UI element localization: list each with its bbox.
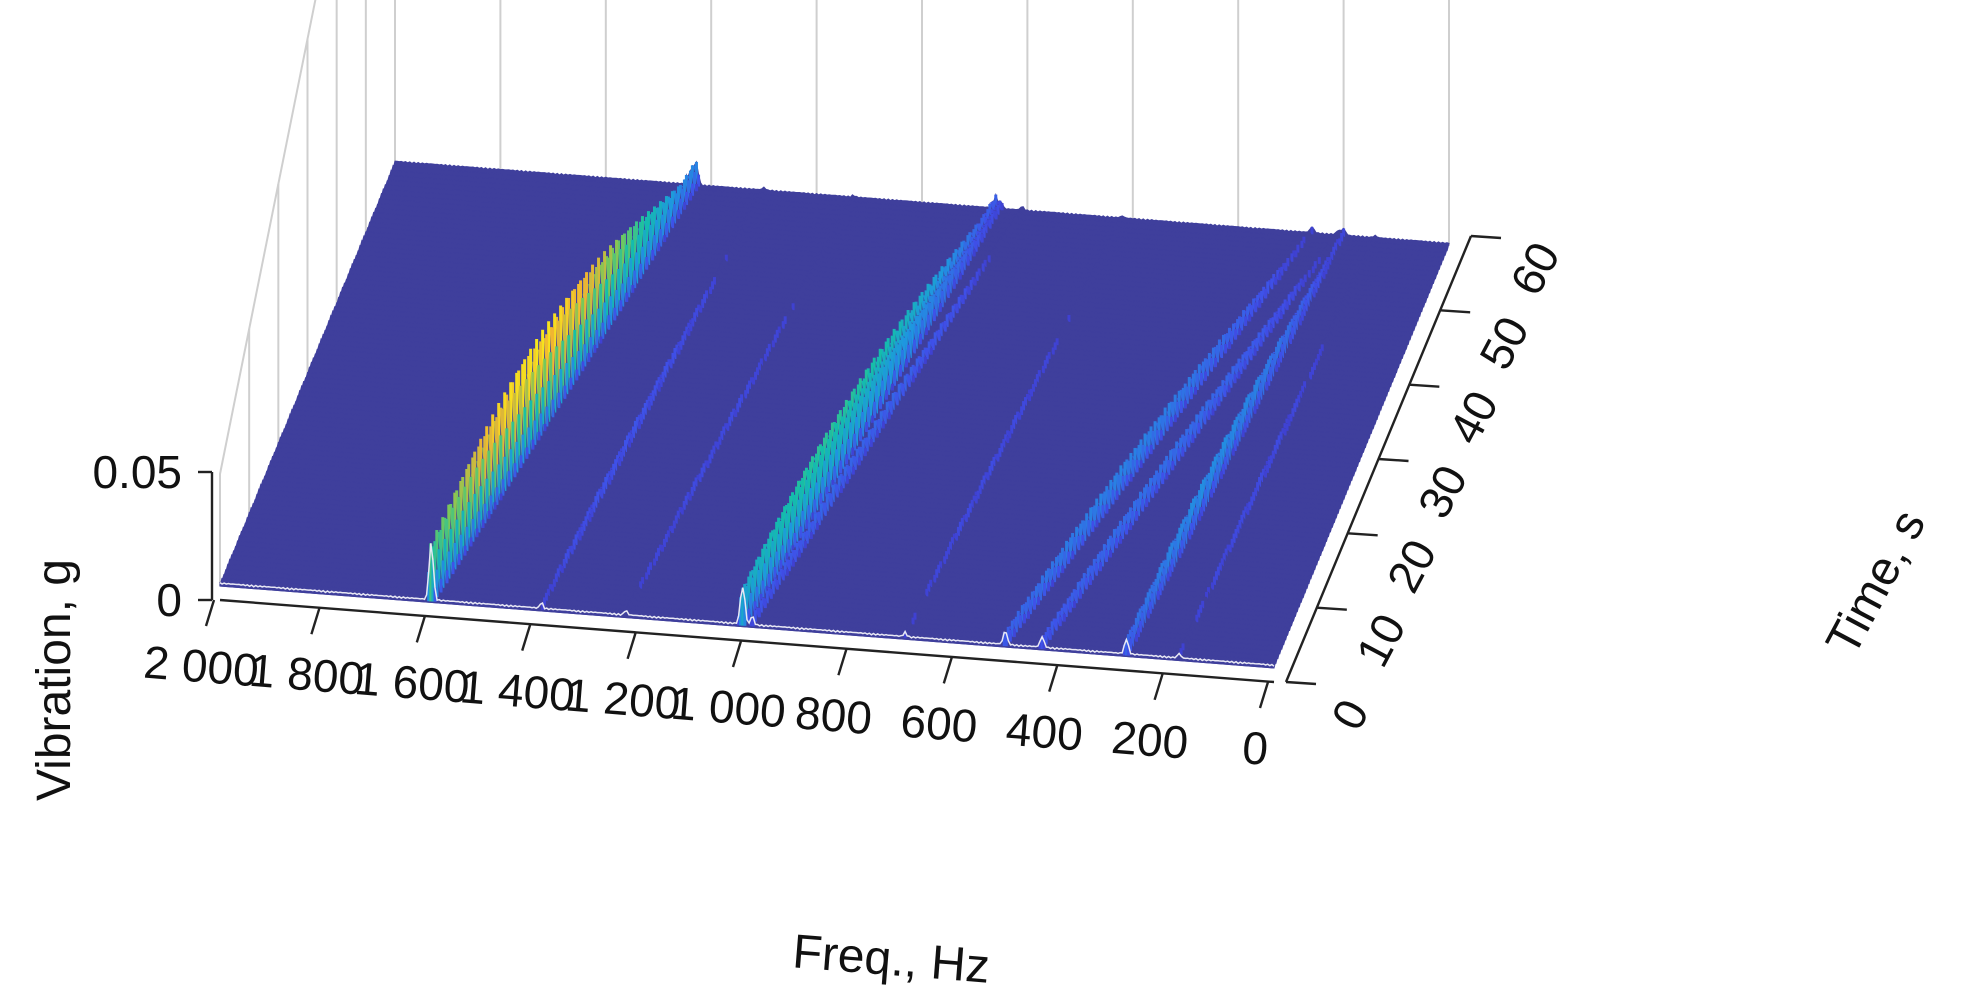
x-axis-tick	[415, 616, 426, 643]
x-axis-tick	[310, 607, 321, 635]
surface-slice	[371, 201, 1429, 303]
y-axis-tick	[1470, 234, 1502, 240]
y-axis-tick	[1409, 383, 1440, 388]
surface-slice	[308, 297, 1366, 453]
y-axis-tick	[1440, 309, 1471, 314]
y-tick-label: 30	[1407, 457, 1477, 527]
y-tick-label: 40	[1438, 382, 1508, 452]
x-axis-tick	[1048, 665, 1059, 692]
x-axis-tick	[626, 632, 637, 660]
y-axis-tick	[1316, 606, 1347, 611]
x-tick-label: 0	[1240, 721, 1270, 775]
surface-slice	[376, 190, 1435, 289]
surface-slice	[322, 272, 1380, 421]
z-axis-title: Vibration, g	[28, 559, 81, 801]
x-axis-tick	[1153, 673, 1164, 701]
surface-slice	[324, 264, 1382, 416]
surface-slice	[336, 245, 1394, 388]
surface-slice	[326, 266, 1384, 411]
x-axis-tick	[837, 648, 848, 676]
axes	[198, 234, 1502, 709]
surface-slice	[367, 206, 1425, 313]
x-axis-tick	[521, 624, 532, 651]
x-axis-tick	[1258, 681, 1270, 709]
x-axis-tick	[731, 640, 743, 668]
surface-slice	[369, 201, 1427, 308]
y-axis-tick	[1285, 680, 1317, 686]
x-axis-tick	[204, 599, 216, 627]
y-tick-label: 60	[1500, 234, 1570, 304]
surface-slice	[363, 210, 1421, 322]
front-edge	[219, 543, 1275, 667]
x-tick-label: 200	[1110, 711, 1191, 769]
surface-slice	[328, 257, 1386, 406]
z-tick-label: 0	[156, 574, 182, 626]
x-axis-title: Freq., Hz	[791, 925, 992, 993]
x-tick-label: 1 400	[458, 660, 577, 721]
x-tick-label: 1 800	[247, 644, 366, 705]
x-tick-label: 1 600	[353, 652, 472, 713]
y-axis-title: Time, s	[1816, 502, 1936, 664]
x-tick-label: 1 200	[563, 668, 682, 729]
y-tick-label: 0	[1321, 691, 1379, 738]
x-tick-label: 400	[1004, 703, 1085, 761]
x-tick-label: 800	[793, 686, 874, 744]
y-axis-tick	[1347, 532, 1378, 537]
surface-slice	[349, 227, 1407, 355]
surface-slice	[372, 196, 1431, 299]
y-tick-label: 10	[1346, 605, 1416, 675]
z-tick-label: 0.05	[92, 446, 182, 498]
axes-box	[219, 0, 1450, 586]
y-tick-label: 20	[1377, 531, 1447, 601]
surface	[219, 160, 1450, 669]
x-tick-label: 1 000	[669, 677, 788, 738]
surface-slice	[361, 211, 1419, 327]
x-axis-tick	[942, 657, 953, 684]
surface-slice	[374, 195, 1433, 294]
x-tick-label: 600	[899, 695, 980, 753]
x-axis-line	[219, 598, 1275, 684]
y-tick-label: 50	[1469, 308, 1539, 378]
surface-slice	[365, 206, 1423, 317]
x-tick-label: 2 000	[142, 636, 261, 697]
surface-slice	[332, 251, 1390, 397]
y-axis-tick	[1378, 457, 1409, 463]
